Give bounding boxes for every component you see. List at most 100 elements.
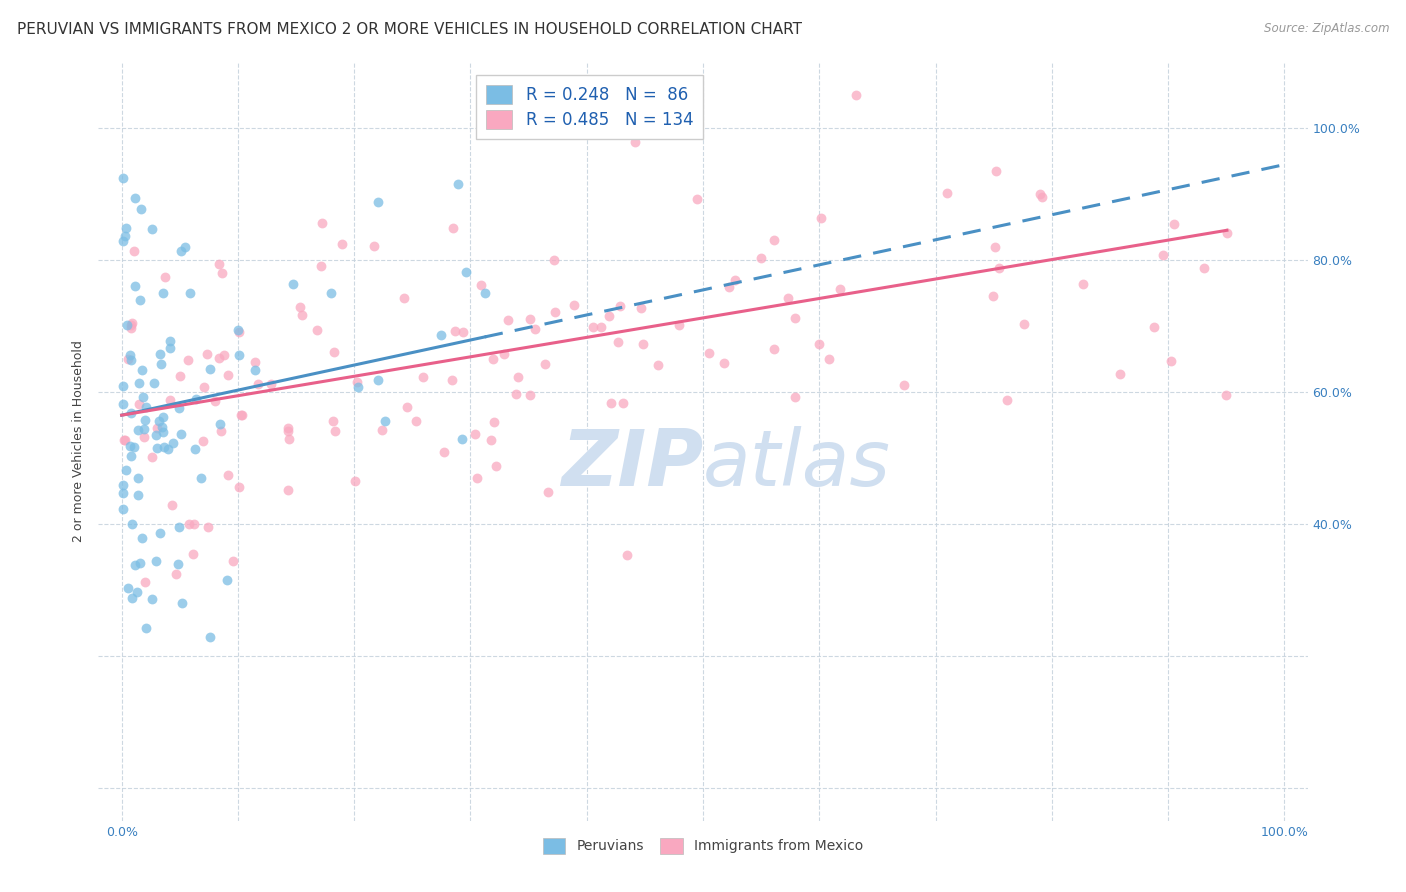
Point [167, 401, 190, 415]
Point [447, 177, 470, 191]
Point [987, 260, 1010, 275]
Point [228, 325, 250, 339]
Point [482, 352, 505, 367]
Point [152, 440, 174, 454]
Point [150, 420, 173, 434]
Point [245, 363, 267, 377]
Point [465, 471, 488, 485]
Point [1215, 388, 1237, 402]
Point [174, 240, 197, 254]
Point [612, 396, 634, 410]
Point [211, 266, 233, 280]
Point [367, 373, 389, 387]
Point [167, 557, 190, 571]
Point [120, 353, 142, 368]
Point [134, 574, 156, 589]
Point [215, 573, 238, 587]
Point [169, 369, 191, 384]
Point [141, 450, 163, 464]
Point [204, 393, 226, 408]
Point [246, 376, 269, 391]
Point [479, 434, 502, 448]
Point [288, 300, 311, 314]
Point [1028, 186, 1050, 201]
Point [281, 277, 304, 291]
Point [115, 318, 138, 333]
Point [162, 436, 184, 450]
Point [124, 191, 146, 205]
Point [374, 414, 396, 428]
Point [112, 486, 135, 500]
Point [165, 567, 187, 582]
Point [131, 363, 153, 377]
Point [121, 591, 143, 606]
Point [190, 470, 212, 484]
Point [713, 356, 735, 370]
Point [162, 499, 184, 513]
Point [120, 449, 142, 463]
Point [111, 477, 134, 491]
Point [114, 433, 136, 447]
Point [519, 311, 541, 326]
Point [778, 292, 800, 306]
Point [830, 282, 852, 296]
Point [159, 392, 181, 407]
Point [135, 621, 157, 635]
Point [208, 351, 231, 366]
Point [145, 428, 167, 442]
Point [519, 388, 541, 402]
Point [170, 244, 193, 258]
Point [1152, 248, 1174, 262]
Point [243, 355, 266, 369]
Point [395, 401, 418, 415]
Point [121, 516, 143, 531]
Point [783, 390, 806, 404]
Point [156, 442, 179, 457]
Point [124, 279, 146, 293]
Point [212, 349, 235, 363]
Point [1031, 190, 1053, 204]
Point [534, 357, 557, 371]
Point [981, 289, 1004, 303]
Point [807, 337, 830, 351]
Point [277, 483, 299, 497]
Point [169, 427, 191, 442]
Point [936, 186, 959, 201]
Point [111, 397, 134, 411]
Point [609, 299, 631, 313]
Point [159, 334, 181, 349]
Point [367, 194, 389, 209]
Point [1014, 318, 1036, 332]
Point [183, 516, 205, 531]
Point [817, 351, 839, 366]
Point [226, 323, 249, 337]
Point [995, 392, 1018, 407]
Point [278, 432, 301, 446]
Point [209, 425, 232, 439]
Point [145, 441, 167, 455]
Point [128, 488, 150, 502]
Point [763, 233, 786, 247]
Point [181, 547, 204, 561]
Y-axis label: 2 or more Vehicles in Household: 2 or more Vehicles in Household [72, 341, 86, 542]
Point [323, 344, 346, 359]
Point [114, 229, 136, 244]
Point [631, 337, 654, 351]
Point [111, 170, 134, 185]
Point [141, 222, 163, 236]
Point [129, 556, 152, 570]
Point [186, 392, 208, 407]
Point [149, 357, 172, 371]
Point [430, 327, 453, 342]
Point [496, 313, 519, 327]
Point [607, 334, 630, 349]
Point [986, 164, 1008, 178]
Point [170, 596, 193, 610]
Point [685, 192, 707, 206]
Point [616, 548, 638, 562]
Point [668, 318, 690, 332]
Point [630, 301, 652, 315]
Point [111, 501, 134, 516]
Point [523, 322, 546, 336]
Point [118, 439, 141, 453]
